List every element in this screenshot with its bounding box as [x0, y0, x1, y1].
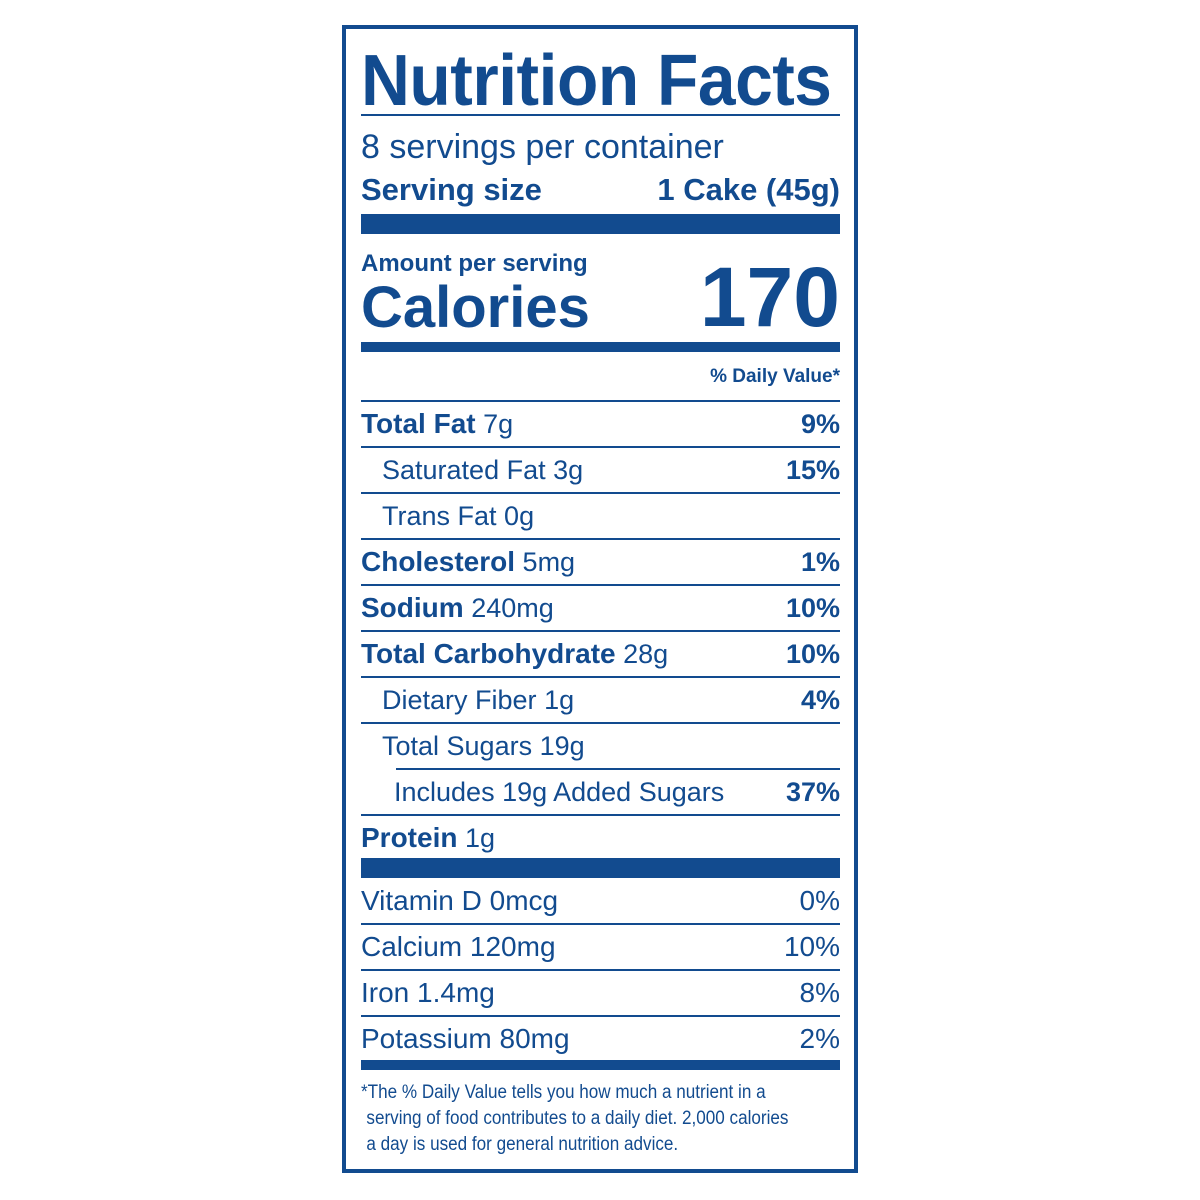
- nutrient-row-cholesterol: Cholesterol 5mg 1%: [361, 540, 840, 586]
- nutrient-dv: 9%: [800, 408, 840, 439]
- nutrient-row-sodium: Sodium 240mg 10%: [361, 586, 840, 632]
- calories-row: Calories 170: [361, 255, 840, 340]
- thick-divider: [361, 214, 840, 234]
- vitamin-text: Potassium 80mg: [361, 1023, 570, 1054]
- nutrient-row-dietary-fiber: Dietary Fiber 1g 4%: [361, 678, 840, 724]
- nutrient-name: Trans Fat: [382, 500, 497, 531]
- nutrient-dv: 10%: [785, 592, 840, 623]
- thick-divider: [361, 858, 840, 878]
- nutrient-name: Saturated Fat: [382, 454, 546, 485]
- vitamin-row-vitamin-d: Vitamin D 0mcg 0%: [361, 879, 840, 925]
- calories-value: 170: [699, 250, 840, 344]
- nutrient-name: Cholesterol: [361, 546, 516, 577]
- nutrient-name: Total Sugars: [382, 730, 533, 761]
- nutrient-row-trans-fat: Trans Fat 0g: [361, 494, 840, 540]
- daily-value-header: % Daily Value*: [710, 366, 840, 387]
- vitamin-row-iron: Iron 1.4mg 8%: [361, 971, 840, 1017]
- serving-size-label: Serving size: [361, 172, 542, 207]
- nutrient-name: Total Fat: [361, 408, 476, 439]
- nutrient-name: Total Carbohydrate: [361, 638, 616, 669]
- footnote-line: a day is used for general nutrition advi…: [366, 1134, 679, 1155]
- nutrient-amount: 3g: [553, 454, 584, 485]
- footnote: *The % Daily Value tells you how much a …: [361, 1080, 847, 1158]
- divider: [396, 768, 840, 770]
- footnote-line: serving of food contributes to a daily d…: [366, 1108, 789, 1129]
- vitamin-row-calcium: Calcium 120mg 10%: [361, 925, 840, 971]
- nutrient-amount: 0g: [504, 500, 535, 531]
- nutrient-dv: 15%: [785, 454, 840, 485]
- nutrient-amount: 240mg: [471, 593, 554, 623]
- nutrient-row-saturated-fat: Saturated Fat 3g 15%: [361, 448, 840, 494]
- divider: [361, 114, 840, 116]
- vitamin-text: Iron 1.4mg: [361, 977, 495, 1008]
- nutrient-amount: 19g: [539, 730, 585, 761]
- vitamin-text: Calcium 120mg: [361, 931, 556, 962]
- calories-label: Calories: [361, 275, 590, 340]
- nutrient-row-added-sugars: Includes 19g Added Sugars 37%: [361, 770, 840, 816]
- nutrient-amount: 1g: [464, 823, 496, 853]
- nutrient-name: Dietary Fiber: [382, 684, 537, 715]
- divider: [361, 400, 840, 402]
- amount-per-serving: Amount per serving: [361, 250, 588, 277]
- servings-per-container: 8 servings per container: [361, 128, 724, 166]
- vitamin-row-potassium: Potassium 80mg 2%: [361, 1017, 840, 1061]
- vitamin-dv: 0%: [799, 885, 840, 916]
- nutrient-row-total-fat: Total Fat 7g 9%: [361, 402, 840, 448]
- vitamin-dv: 2%: [799, 1023, 840, 1054]
- nutrient-row-total-sugars: Total Sugars 19g: [361, 724, 840, 768]
- nutrient-dv: 37%: [785, 776, 840, 807]
- nutrient-row-total-carbohydrate: Total Carbohydrate 28g 10%: [361, 632, 840, 678]
- label-title: Nutrition Facts: [361, 41, 832, 121]
- serving-size-row: Serving size 1 Cake (45g): [361, 170, 840, 210]
- medium-divider: [361, 1060, 840, 1070]
- nutrient-row-protein: Protein 1g: [361, 816, 840, 860]
- serving-size-value: 1 Cake (45g): [657, 172, 840, 207]
- vitamin-dv: 8%: [799, 977, 840, 1008]
- vitamin-text: Vitamin D 0mcg: [361, 885, 559, 916]
- nutrient-amount: 28g: [623, 639, 669, 669]
- nutrient-name: Sodium: [361, 592, 464, 623]
- nutrient-dv: 10%: [785, 638, 840, 669]
- nutrient-amount: 5mg: [522, 547, 576, 577]
- vitamin-dv: 10%: [783, 931, 840, 962]
- nutrient-amount: 7g: [483, 409, 514, 439]
- footnote-line: *The % Daily Value tells you how much a …: [361, 1082, 766, 1103]
- nutrient-name: Includes 19g Added Sugars: [394, 776, 725, 807]
- nutrient-name: Protein: [361, 822, 458, 853]
- nutrition-facts-label: Nutrition Facts 8 servings per container…: [342, 25, 858, 1173]
- medium-divider: [361, 342, 840, 352]
- nutrient-dv: 1%: [800, 546, 840, 577]
- nutrient-dv: 4%: [800, 684, 840, 715]
- nutrient-amount: 1g: [544, 684, 575, 715]
